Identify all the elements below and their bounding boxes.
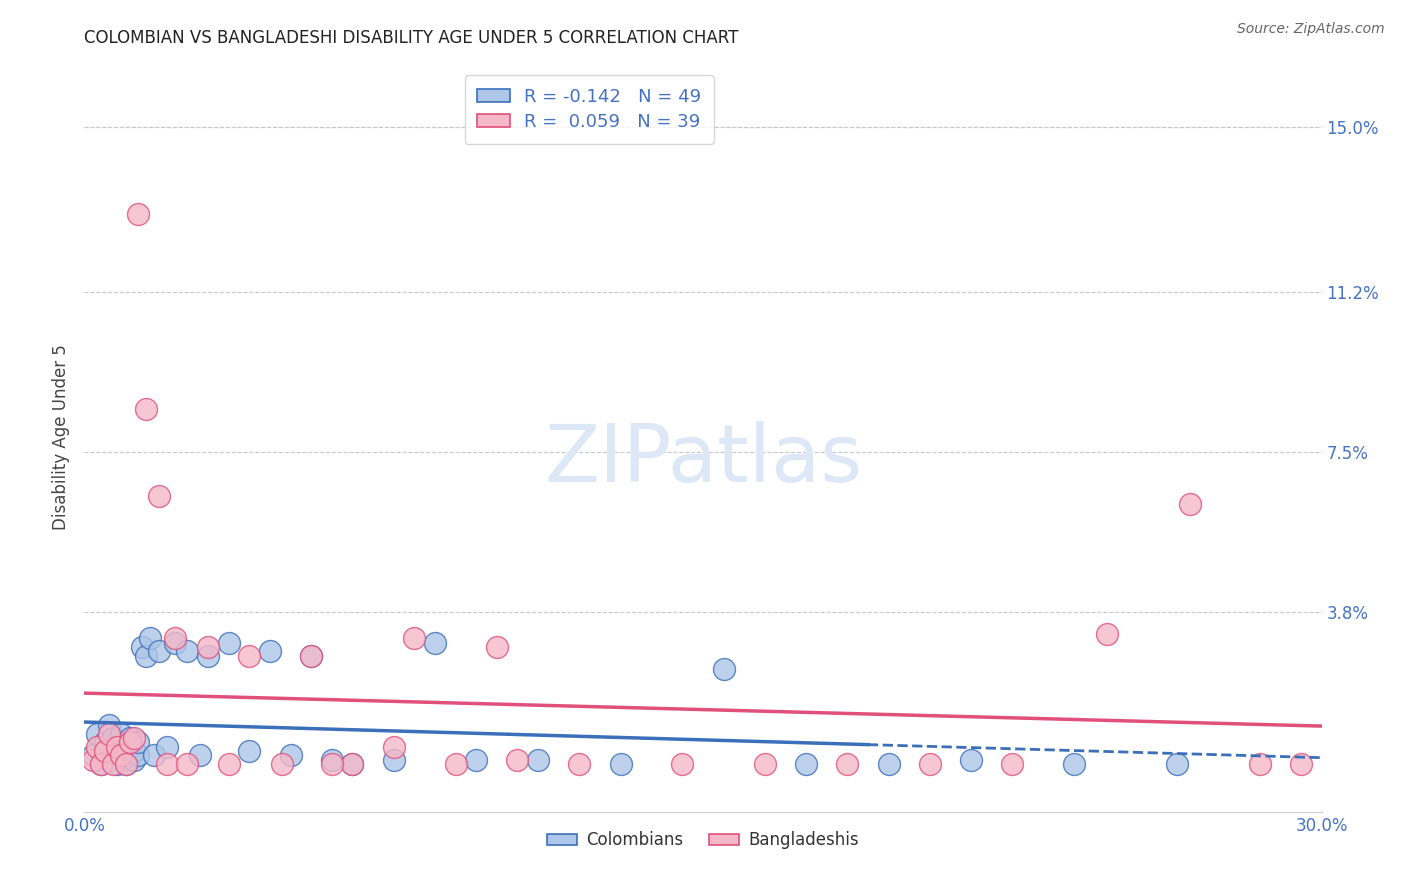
Point (918, 757, 941, 772)
Point (94, 744, 117, 758)
Legend: Colombians, Bangladeshis: Colombians, Bangladeshis (540, 824, 866, 855)
Point (1166, 757, 1188, 772)
Point (114, 757, 136, 772)
Point (118, 739, 141, 754)
Point (94, 744, 117, 758)
Point (485, 640, 508, 654)
Point (218, 636, 240, 650)
Point (105, 757, 128, 772)
Point (110, 748, 132, 763)
Point (321, 753, 343, 767)
Text: Source: ZipAtlas.com: Source: ZipAtlas.com (1237, 22, 1385, 37)
Point (98, 753, 121, 767)
Point (90, 757, 112, 772)
Point (1178, 497, 1201, 511)
Point (143, 748, 166, 763)
Point (165, 636, 187, 650)
Point (110, 727, 132, 741)
Point (188, 748, 211, 763)
Point (1249, 757, 1271, 772)
Point (794, 757, 817, 772)
Y-axis label: Disability Age Under 5: Disability Age Under 5 (52, 344, 70, 530)
Point (754, 757, 776, 772)
Point (465, 753, 488, 767)
Point (568, 757, 591, 772)
Point (218, 757, 240, 772)
Point (527, 753, 550, 767)
Text: COLOMBIAN VS BANGLADESHI DISABILITY AGE UNDER 5 CORRELATION CHART: COLOMBIAN VS BANGLADESHI DISABILITY AGE … (84, 29, 738, 47)
Point (127, 207, 149, 221)
Point (1063, 757, 1085, 772)
Point (98, 727, 121, 741)
Point (114, 748, 136, 763)
Point (135, 401, 157, 416)
Point (321, 757, 343, 772)
Point (506, 753, 529, 767)
Point (103, 757, 125, 772)
Point (90, 757, 112, 772)
Point (98, 718, 121, 732)
Point (127, 735, 149, 749)
Point (148, 489, 170, 503)
Point (444, 757, 467, 772)
Point (960, 753, 983, 767)
Point (837, 757, 859, 772)
Point (131, 640, 153, 654)
Point (671, 757, 693, 772)
Point (609, 757, 631, 772)
Point (238, 744, 260, 758)
Point (197, 648, 219, 663)
Point (342, 757, 364, 772)
Point (82, 748, 104, 763)
Point (103, 731, 125, 745)
Point (1001, 757, 1024, 772)
Point (103, 739, 125, 754)
Point (238, 648, 260, 663)
Point (139, 632, 162, 646)
Point (165, 632, 187, 646)
Point (156, 757, 179, 772)
Point (176, 644, 198, 658)
Point (197, 640, 219, 654)
Point (118, 735, 141, 749)
Point (1095, 627, 1118, 641)
Point (122, 753, 145, 767)
Point (382, 753, 405, 767)
Point (94, 735, 117, 749)
Point (105, 744, 128, 758)
Point (1289, 757, 1312, 772)
Point (127, 748, 149, 763)
Point (342, 757, 364, 772)
Point (86, 727, 108, 741)
Point (156, 739, 179, 754)
Point (404, 632, 426, 646)
Point (713, 662, 735, 676)
Point (280, 748, 302, 763)
Point (105, 739, 128, 754)
Text: ZIPatlas: ZIPatlas (544, 420, 862, 499)
Point (382, 739, 405, 754)
Point (299, 648, 322, 663)
Point (86, 739, 108, 754)
Point (259, 644, 281, 658)
Point (271, 757, 294, 772)
Point (135, 648, 157, 663)
Point (148, 644, 170, 658)
Point (82, 753, 104, 767)
Point (176, 757, 198, 772)
Point (114, 757, 136, 772)
Point (877, 757, 900, 772)
Point (118, 731, 141, 745)
Point (122, 744, 145, 758)
Point (423, 636, 446, 650)
Point (299, 648, 322, 663)
Point (122, 731, 145, 745)
Point (110, 735, 132, 749)
